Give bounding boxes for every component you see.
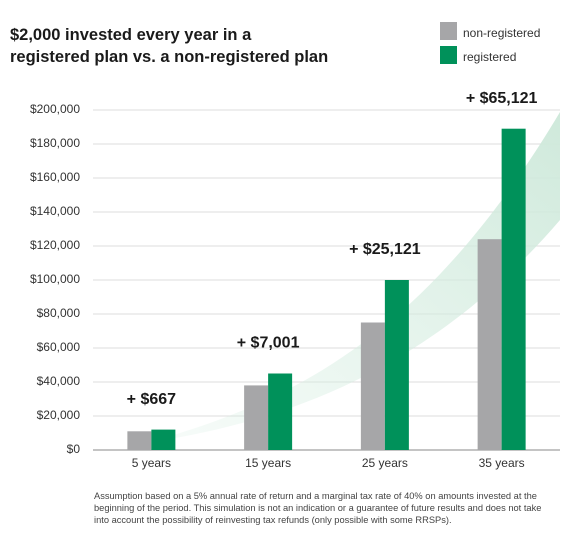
annotation: + $667 — [127, 391, 176, 408]
y-tick-label: $200,000 — [30, 102, 80, 116]
bar — [127, 431, 152, 450]
y-tick-label: $140,000 — [30, 204, 80, 218]
x-tick-label: 35 years — [479, 456, 525, 470]
title-line: registered plan vs. a non-registered pla… — [10, 48, 328, 66]
y-tick-label: $0 — [67, 442, 81, 456]
chart-title: $2,000 invested every year in a registere… — [10, 26, 328, 66]
annotation: + $65,121 — [466, 90, 538, 107]
legend-swatch — [440, 46, 457, 64]
footnote: Assumption based on a 5% annual rate of … — [94, 491, 542, 525]
legend-swatch — [440, 22, 457, 40]
y-tick-label: $100,000 — [30, 272, 80, 286]
x-tick-label: 5 years — [132, 456, 171, 470]
chart-title-text: $2,000 invested every year in a registere… — [10, 26, 328, 66]
title-line: $2,000 invested every year in a — [10, 26, 252, 44]
bar — [477, 239, 502, 450]
y-tick-label: $20,000 — [37, 408, 81, 422]
chart: $2,000 invested every year in a registere… — [10, 22, 560, 470]
y-tick-label: $40,000 — [37, 374, 81, 388]
annotation: + $25,121 — [349, 241, 421, 258]
legend-label: non-registered — [463, 26, 540, 40]
x-tick-label: 15 years — [245, 456, 291, 470]
bar — [151, 429, 176, 450]
y-tick-label: $120,000 — [30, 238, 80, 252]
bar — [384, 280, 409, 450]
y-tick-label: $180,000 — [30, 136, 80, 150]
legend-label: registered — [463, 50, 516, 64]
annotation: + $7,001 — [237, 335, 300, 352]
y-tick-label: $80,000 — [37, 306, 81, 320]
y-tick-label: $60,000 — [37, 340, 81, 354]
y-tick-label: $160,000 — [30, 170, 80, 184]
bar — [501, 128, 526, 450]
x-tick-label: 25 years — [362, 456, 408, 470]
bar — [244, 385, 269, 450]
bar — [360, 322, 385, 450]
bar — [268, 373, 293, 450]
